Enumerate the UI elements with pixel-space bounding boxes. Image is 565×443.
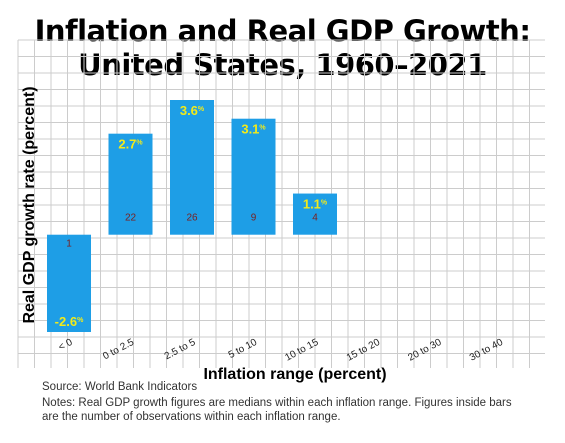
count-label: 4 <box>312 213 318 224</box>
tick-label: 20 to 30 <box>406 337 443 364</box>
tick-label: 30 to 40 <box>468 337 505 364</box>
notes-text: Notes: Real GDP growth figures are media… <box>42 397 512 423</box>
bar <box>170 100 214 235</box>
tick-label: 0 to 2.5 <box>101 337 136 363</box>
tick-label: 15 to 20 <box>345 337 382 364</box>
count-label: 22 <box>125 213 137 224</box>
tick-label: 5 to 10 <box>227 337 260 361</box>
bar <box>231 118 276 235</box>
title-line-2: United States, 1960–2021 <box>78 48 487 82</box>
x-axis-label: Inflation range (percent) <box>203 366 387 383</box>
count-label: 9 <box>251 213 257 224</box>
tick-label: 2.5 to 5 <box>163 337 198 363</box>
bar <box>47 234 91 332</box>
tick-label: < 0 <box>57 337 75 354</box>
count-label: 1 <box>66 239 72 250</box>
bar <box>293 193 337 235</box>
source-note: Source: World Bank Indicators <box>42 381 198 393</box>
y-axis-label: Real GDP growth rate (percent) <box>21 86 38 324</box>
count-label: 26 <box>186 213 198 224</box>
data-label: -2.6% <box>55 314 84 329</box>
bar <box>108 133 153 235</box>
